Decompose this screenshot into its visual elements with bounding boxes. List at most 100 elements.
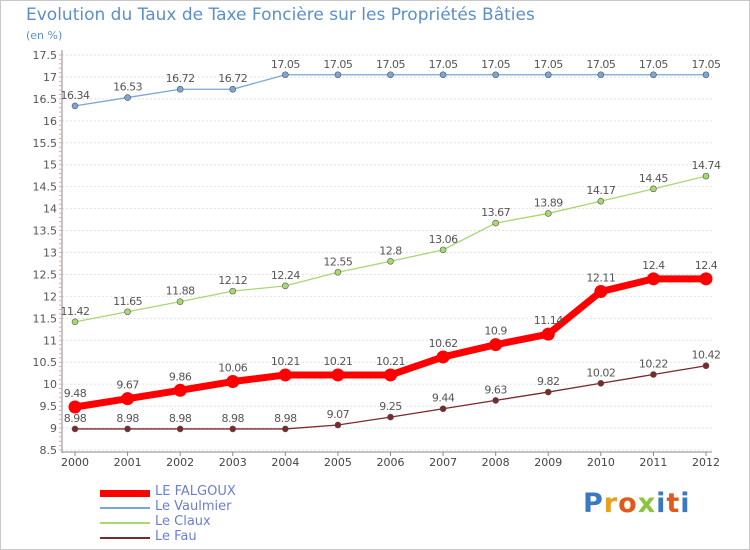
data-point	[176, 425, 184, 433]
data-label: 8.98	[169, 412, 192, 425]
data-point	[544, 210, 552, 217]
data-label: 12.24	[271, 269, 300, 282]
legend-label: Le Fau	[155, 529, 197, 544]
data-point	[334, 71, 342, 79]
data-label: 9.07	[327, 408, 350, 421]
data-label: 9.67	[116, 379, 139, 392]
data-point	[597, 379, 605, 387]
data-label: 9.82	[537, 375, 560, 388]
data-point	[384, 368, 397, 382]
data-label: 8.98	[64, 412, 87, 425]
data-point	[387, 413, 394, 421]
data-label: 17.05	[271, 58, 300, 71]
y-tick-label: 8.5	[40, 444, 58, 457]
data-label: 8.98	[116, 412, 139, 425]
data-point	[124, 94, 131, 101]
data-label: 8.98	[222, 412, 245, 425]
chart-title: Evolution du Taux de Taxe Foncière sur l…	[26, 5, 535, 25]
data-label: 13.06	[429, 233, 458, 246]
data-label: 11.88	[166, 285, 195, 298]
x-tick-label: 2000	[61, 456, 89, 469]
data-label: 17.05	[429, 58, 458, 71]
data-label: 17.05	[323, 58, 352, 71]
data-label: 17.05	[534, 58, 563, 71]
y-tick-label: 10	[43, 378, 57, 391]
logo-letter: x	[637, 488, 657, 519]
data-point	[124, 308, 131, 316]
data-label: 10.21	[376, 355, 405, 368]
proxiti-logo: Proxiti	[583, 488, 691, 519]
y-tick-label: 14	[43, 203, 57, 216]
data-label: 13.67	[481, 206, 510, 219]
data-point	[702, 71, 710, 79]
legend-swatch	[100, 537, 150, 539]
data-label: 14.17	[586, 184, 615, 197]
legend-swatch	[100, 507, 150, 509]
data-point	[544, 71, 552, 79]
grid-layer	[62, 54, 712, 451]
data-point	[71, 318, 79, 326]
data-label: 12.4	[695, 259, 718, 272]
data-point	[492, 397, 499, 404]
logo-letter: P	[583, 488, 604, 519]
y-tick-label: 13	[43, 247, 57, 260]
data-label: 17.05	[639, 58, 668, 71]
y-tick-label: 17.5	[33, 49, 58, 62]
data-point	[229, 425, 237, 433]
data-label: 17.05	[586, 58, 615, 71]
y-tick-label: 9	[50, 422, 57, 435]
series-layer	[68, 71, 713, 433]
y-tick-label: 11	[43, 334, 57, 347]
x-tick-label: 2007	[429, 456, 457, 469]
data-label-layer: 16.34 16.53 16.72 16.72 17.05 17.05 17.05 17.05…	[61, 58, 722, 425]
y-tick-label: 12.5	[33, 268, 58, 281]
data-label: 16.34	[61, 89, 90, 102]
data-point	[436, 350, 450, 364]
data-label: 9.44	[432, 392, 455, 405]
data-point	[597, 197, 605, 205]
data-label: 12.55	[323, 255, 352, 268]
logo-letter: i	[680, 488, 691, 519]
data-label: 8.98	[274, 412, 297, 425]
data-label: 11.42	[61, 305, 90, 318]
data-label: 12.12	[218, 274, 247, 287]
logo-letter: t	[666, 488, 681, 519]
data-label: 13.89	[534, 196, 563, 209]
data-label: 16.72	[166, 72, 195, 85]
data-point	[282, 425, 289, 433]
data-point	[334, 268, 342, 276]
data-point	[650, 371, 657, 378]
y-tick-label: 17	[43, 71, 57, 84]
data-label: 9.63	[484, 383, 507, 396]
data-label: 12.8	[379, 244, 402, 257]
data-label: 17.05	[376, 58, 405, 71]
data-label: 12.11	[586, 272, 615, 285]
data-point	[597, 71, 605, 79]
data-label: 10.06	[218, 362, 247, 375]
data-point	[334, 421, 342, 429]
data-point	[699, 272, 713, 286]
data-label: 12.4	[642, 259, 665, 272]
x-tick-label: 2011	[639, 456, 667, 469]
x-tick-label: 2001	[114, 456, 142, 469]
data-point	[594, 285, 608, 299]
legend-label: Le Vaulmier	[155, 499, 232, 514]
logo-letter: o	[618, 488, 638, 519]
data-point	[71, 102, 79, 110]
x-tick-label: 2003	[219, 456, 247, 469]
x-tick-label: 2002	[166, 456, 194, 469]
y-tick-label: 12	[43, 290, 57, 303]
data-point	[229, 287, 237, 295]
data-label: 10.21	[323, 355, 352, 368]
data-point	[124, 425, 131, 433]
data-point	[702, 172, 710, 180]
x-tick-label: 2010	[587, 456, 615, 469]
x-tick-label: 2009	[534, 456, 562, 469]
data-label: 10.62	[429, 337, 458, 350]
y-tick-label: 10.5	[33, 356, 58, 369]
data-point	[282, 71, 289, 79]
legend-label: LE FALGOUX	[155, 484, 236, 499]
data-point	[544, 388, 552, 396]
y-tick-label: 16.5	[33, 93, 58, 106]
